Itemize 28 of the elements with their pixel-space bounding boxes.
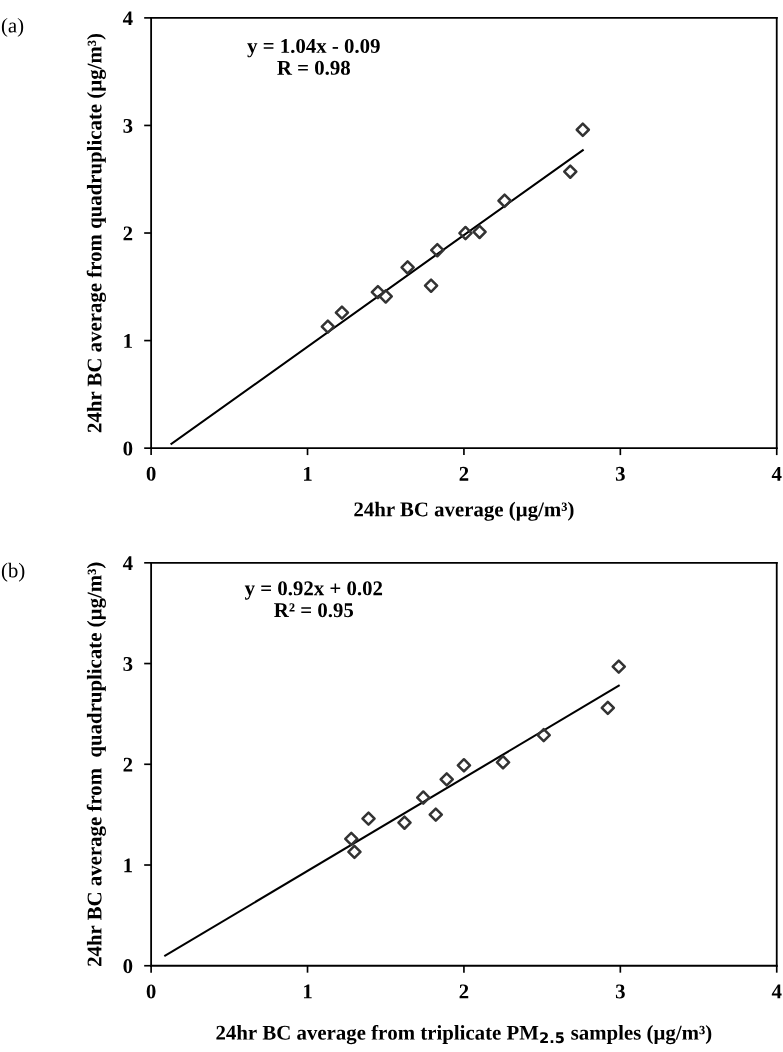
chart-title: (a) [1,17,24,37]
y-axis-title: 24hr BC average from quadruplicate (µg/m³) [86,562,106,966]
y-tick-label: 2 [123,757,133,772]
y-tick-label: 1 [124,334,132,348]
y-axis-title: 24hr BC average from quadruplicate (µg/m³) [86,33,106,433]
x-tick-label: 4 [771,984,782,999]
chart-title: (b) [1,562,25,582]
x-axis-title: 24hr BC average (µg/m³) [354,501,574,521]
y-tick-label: 3 [123,656,133,671]
annotation: y = 1.04x - 0.09 R = 0.98 [247,38,380,75]
x-axis-title: 24hr BC average from triplicate PM$_{2.5}$ samples (µg/m³) [216,1024,712,1045]
x-tick-label: 4 [771,466,782,481]
x-tick-label: 2 [459,466,469,481]
x-tick-label: 1 [303,466,312,481]
x-tick-label: 1 [303,984,312,999]
y-tick-label: 0 [123,959,133,974]
y-tick-label: 4 [122,556,133,571]
y-tick-label: 3 [123,118,133,133]
y-tick-label: 0 [123,441,133,456]
x-tick-label: 2 [459,984,469,999]
y-tick-label: 2 [123,226,133,241]
y-tick-label: 4 [122,11,133,26]
x-tick-label: 0 [146,466,156,481]
x-tick-label: 3 [615,984,625,999]
y-tick-label: 1 [124,858,132,873]
x-tick-label: 3 [615,466,625,481]
x-tick-label: 0 [146,984,156,999]
annotation: y = 0.92x + 0.02 R² = 0.95 [244,581,383,618]
